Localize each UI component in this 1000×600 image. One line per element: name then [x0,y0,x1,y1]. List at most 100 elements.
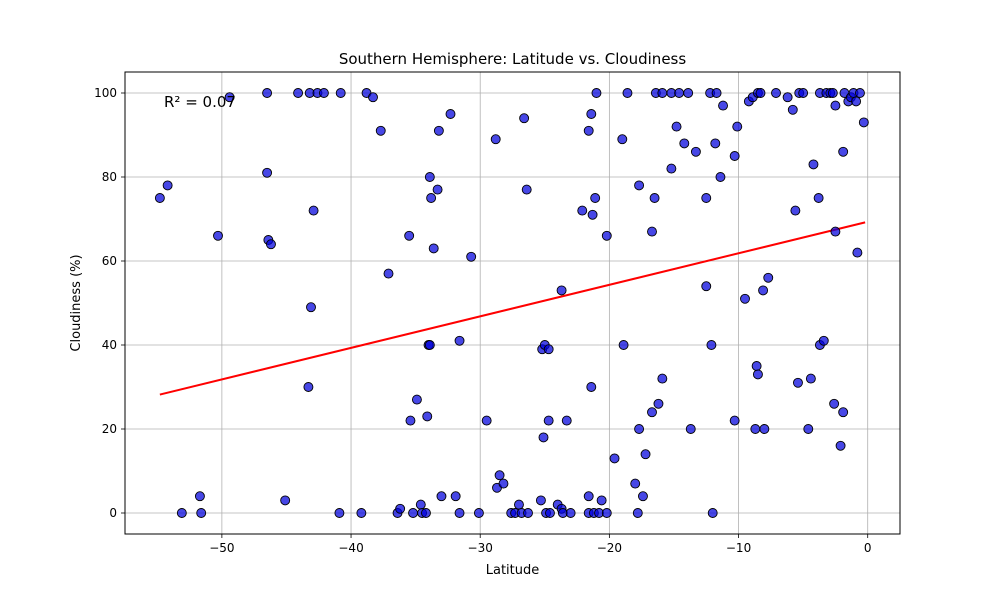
data-point [519,113,530,124]
data-point [583,125,594,136]
x-tick-label: −20 [597,541,622,555]
data-point [194,491,205,502]
data-point [798,88,809,98]
data-point [154,193,165,203]
data-point [647,226,657,237]
data-point [715,172,726,182]
data-point [771,88,781,98]
data-point [454,508,465,518]
y-tick-label: 100 [94,86,117,100]
data-point [711,88,722,98]
x-tick-label: −30 [468,541,493,555]
data-point [498,478,509,489]
data-point [683,88,694,98]
data-point [356,508,367,518]
data-point [293,88,304,98]
data-point [653,398,664,409]
data-point [514,499,524,510]
data-point [830,100,841,111]
data-point [793,377,803,388]
data-point [224,92,235,103]
data-point [308,205,319,216]
data-point [601,230,612,241]
data-point [851,96,862,107]
data-point [565,508,576,518]
y-tick-label: 40 [102,338,117,352]
data-point [740,293,750,304]
data-point [494,470,505,481]
data-point [750,424,761,434]
data-point [424,172,435,182]
data-point [618,340,629,350]
data-point [759,424,770,434]
data-point [543,415,554,426]
data-point [368,92,378,103]
data-point [647,407,657,418]
data-point [830,226,841,237]
x-axis-label: Latitude [486,563,540,578]
data-point [556,285,567,296]
data-point [657,373,668,384]
data-point [306,302,316,313]
data-point [586,382,597,392]
x-tick-label: −10 [726,541,751,555]
data-point [729,151,740,161]
data-point [561,415,572,426]
data-point [813,193,824,203]
data-points [154,88,869,518]
data-point [622,88,633,98]
data-point [424,340,435,350]
y-axis-label: Cloudiness (%) [69,254,84,351]
data-point [679,138,690,149]
data-point [805,373,816,384]
data-point [634,424,645,434]
data-point [852,247,863,258]
data-point [262,88,273,98]
data-point [763,272,774,283]
data-point [577,205,588,216]
data-point [436,491,447,502]
data-point [701,193,712,203]
data-point [318,88,329,98]
data-point [587,209,598,220]
data-point [701,281,712,292]
data-point [395,503,406,514]
data-point [543,344,554,355]
data-point [782,92,793,103]
data-point [162,180,173,191]
data-point [334,508,345,518]
data-point [411,394,422,405]
data-point [707,508,718,518]
data-point [818,335,829,346]
data-point [432,184,443,195]
data-point [729,415,740,426]
x-tick-label: −40 [338,541,363,555]
x-tick-label: 0 [864,541,872,555]
data-point [638,491,648,502]
data-point [751,361,762,371]
data-point [586,109,597,119]
data-point [758,285,769,296]
data-point [718,100,728,111]
data-point [422,411,433,422]
data-point [262,167,273,178]
data-point [601,508,612,518]
data-point [634,180,645,191]
data-point [535,495,546,506]
grid-lines [125,72,900,534]
data-point [421,508,431,518]
data-point [596,495,607,506]
data-point [445,109,456,119]
r-squared-annotation: R² = 0.07 [164,93,236,111]
data-point [404,230,415,241]
data-point [808,159,819,170]
plot-frame [124,71,901,535]
regression-line-group [159,221,866,396]
data-point [838,146,849,157]
data-point [666,163,677,174]
data-point [375,125,386,136]
data-point [617,134,628,145]
data-point [855,88,865,98]
data-point [827,88,838,98]
